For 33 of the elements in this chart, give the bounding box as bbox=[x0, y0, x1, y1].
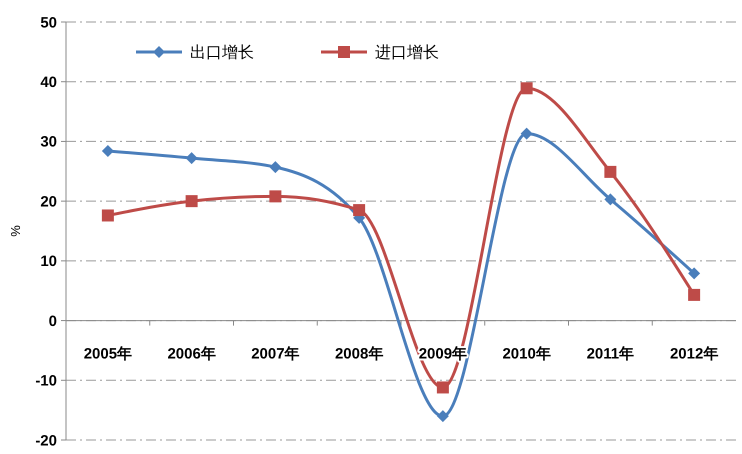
point bbox=[186, 195, 198, 208]
x-tick-label: 2012年 bbox=[670, 346, 718, 363]
point bbox=[269, 190, 282, 202]
point bbox=[688, 288, 700, 301]
point bbox=[520, 82, 533, 94]
point bbox=[186, 152, 198, 164]
point bbox=[604, 166, 616, 178]
point bbox=[102, 209, 114, 222]
point bbox=[688, 267, 700, 280]
y-tick-label: 20 bbox=[40, 193, 57, 210]
point bbox=[353, 204, 366, 216]
y-tick-label: 40 bbox=[40, 74, 57, 91]
y-tick-label: 0 bbox=[48, 312, 57, 330]
x-tick-label: 2008年 bbox=[334, 346, 384, 363]
y-tick-label: 50 bbox=[40, 14, 57, 32]
x-tick-label: 2006年 bbox=[167, 346, 216, 363]
point bbox=[436, 410, 449, 422]
point bbox=[436, 381, 449, 394]
y-tick-label: -10 bbox=[35, 372, 57, 390]
point bbox=[269, 161, 282, 174]
x-tick-label: 2011年 bbox=[586, 346, 634, 363]
legend-label: 出口增长 bbox=[190, 44, 254, 62]
y-tick-label: 30 bbox=[40, 134, 57, 151]
x-tick-label: 2007年 bbox=[251, 346, 300, 363]
x-tick-label: 2010年 bbox=[502, 346, 551, 363]
y-tick-label: 10 bbox=[40, 253, 57, 270]
y-axis-title: % bbox=[8, 224, 23, 237]
point bbox=[102, 144, 114, 157]
legend-label: 进口增长 bbox=[375, 44, 439, 62]
point bbox=[520, 128, 533, 140]
point bbox=[604, 193, 616, 206]
y-tick-label: -20 bbox=[35, 432, 57, 450]
x-tick-label: 2005年 bbox=[84, 346, 132, 363]
